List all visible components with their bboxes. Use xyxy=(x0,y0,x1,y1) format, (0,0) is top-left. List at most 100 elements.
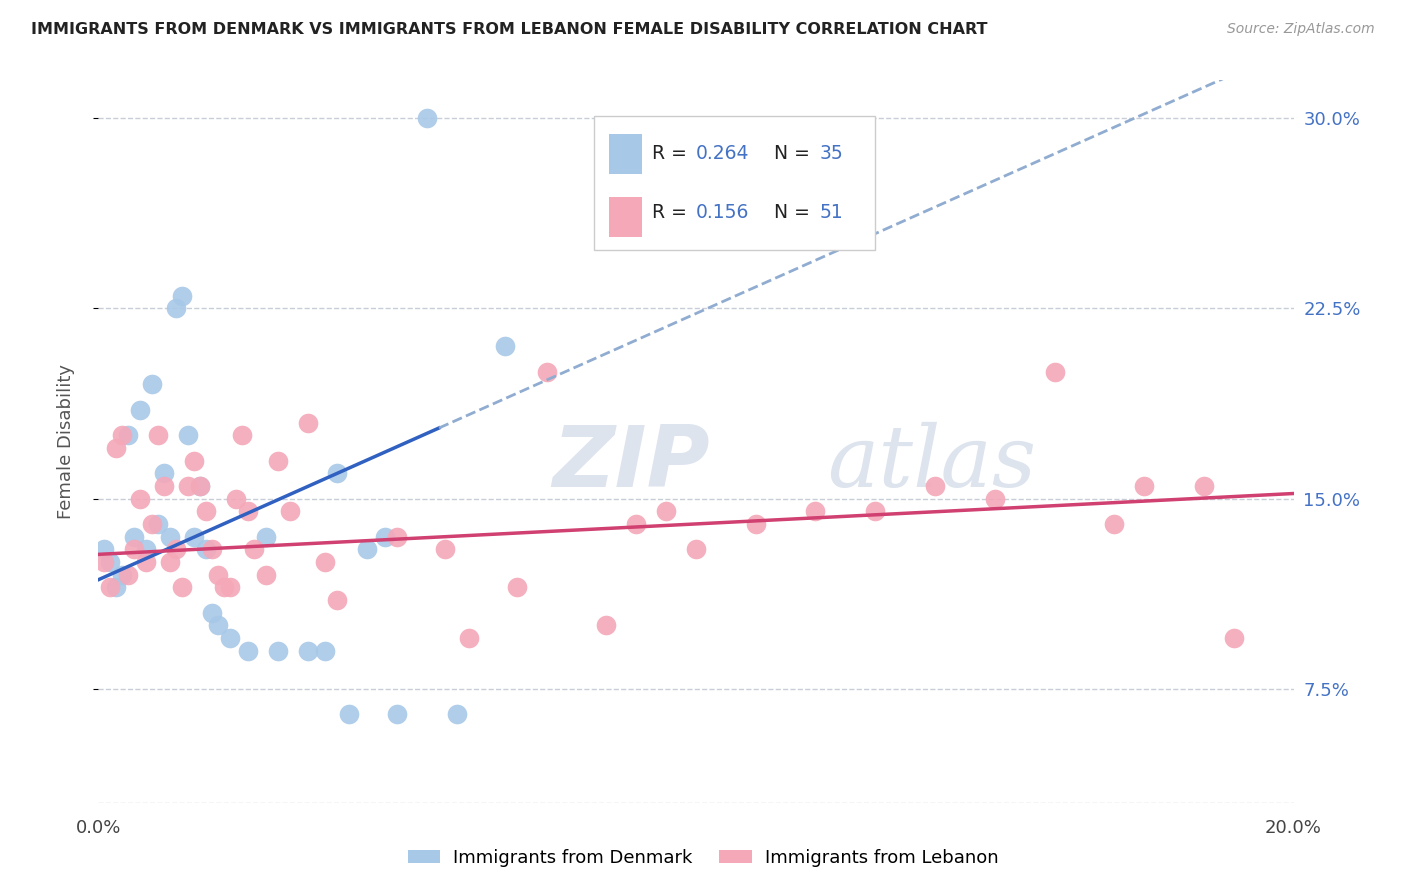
Point xyxy=(98,580,122,594)
Point xyxy=(385,530,409,544)
Text: atlas: atlas xyxy=(827,422,1036,505)
Text: Source: ZipAtlas.com: Source: ZipAtlas.com xyxy=(1227,22,1375,37)
Point xyxy=(254,567,277,582)
Point xyxy=(267,453,290,467)
Point xyxy=(148,516,170,531)
Point xyxy=(984,491,1007,506)
Point xyxy=(159,555,181,569)
Point xyxy=(188,479,211,493)
Text: N =: N = xyxy=(762,203,815,222)
Point xyxy=(278,504,301,518)
Point xyxy=(924,479,946,493)
Point xyxy=(135,555,157,569)
Point xyxy=(105,580,128,594)
Point xyxy=(494,339,516,353)
Point xyxy=(117,567,139,582)
Bar xyxy=(609,134,643,174)
FancyBboxPatch shape xyxy=(595,117,875,250)
Point xyxy=(183,530,205,544)
Bar xyxy=(609,197,643,236)
Point xyxy=(117,428,139,442)
Point xyxy=(506,580,529,594)
Point xyxy=(297,643,319,657)
Point xyxy=(165,301,187,316)
Point xyxy=(141,516,163,531)
Point xyxy=(159,530,181,544)
Point xyxy=(416,112,439,126)
Point xyxy=(1192,479,1215,493)
Point xyxy=(236,504,259,518)
Point xyxy=(129,402,152,417)
Point xyxy=(385,707,409,722)
Point xyxy=(446,707,468,722)
Point xyxy=(219,631,242,645)
Text: 35: 35 xyxy=(820,145,842,163)
Point xyxy=(326,593,349,607)
Point xyxy=(231,428,253,442)
Point xyxy=(655,504,678,518)
Text: R =: R = xyxy=(652,145,693,163)
Point xyxy=(685,124,707,138)
Point xyxy=(129,491,152,506)
Point xyxy=(219,580,242,594)
Point xyxy=(183,453,205,467)
Point xyxy=(339,707,361,722)
Point xyxy=(315,555,337,569)
Point xyxy=(153,467,176,481)
Point xyxy=(356,542,378,557)
Point xyxy=(626,516,648,531)
Text: 0.156: 0.156 xyxy=(696,203,749,222)
Point xyxy=(536,365,558,379)
Point xyxy=(177,479,200,493)
Point xyxy=(685,542,707,557)
Text: 0.264: 0.264 xyxy=(696,145,749,163)
Point xyxy=(254,530,277,544)
Point xyxy=(111,428,134,442)
Point xyxy=(124,530,146,544)
Point xyxy=(124,542,146,557)
Point xyxy=(267,643,290,657)
Point xyxy=(93,542,115,557)
Point xyxy=(374,530,396,544)
Point xyxy=(212,580,235,594)
Point xyxy=(236,643,259,657)
Point xyxy=(595,618,617,632)
Point xyxy=(105,441,128,455)
Point xyxy=(207,567,229,582)
Point xyxy=(865,504,887,518)
Point xyxy=(141,377,163,392)
Point xyxy=(1104,516,1126,531)
Point xyxy=(188,479,211,493)
Point xyxy=(201,606,224,620)
Point xyxy=(201,542,224,557)
Point xyxy=(434,542,457,557)
Point xyxy=(225,491,247,506)
Point xyxy=(297,416,319,430)
Y-axis label: Female Disability: Female Disability xyxy=(56,364,75,519)
Legend: Immigrants from Denmark, Immigrants from Lebanon: Immigrants from Denmark, Immigrants from… xyxy=(401,842,1005,874)
Text: N =: N = xyxy=(762,145,815,163)
Text: ZIP: ZIP xyxy=(553,422,710,505)
Point xyxy=(135,542,157,557)
Text: IMMIGRANTS FROM DENMARK VS IMMIGRANTS FROM LEBANON FEMALE DISABILITY CORRELATION: IMMIGRANTS FROM DENMARK VS IMMIGRANTS FR… xyxy=(31,22,987,37)
Point xyxy=(111,567,134,582)
Point xyxy=(195,542,218,557)
Point xyxy=(207,618,229,632)
Point xyxy=(177,428,200,442)
Point xyxy=(148,428,170,442)
Point xyxy=(172,289,194,303)
Point xyxy=(1133,479,1156,493)
Point xyxy=(315,643,337,657)
Point xyxy=(458,631,481,645)
Point xyxy=(93,555,115,569)
Point xyxy=(326,467,349,481)
Point xyxy=(153,479,176,493)
Point xyxy=(243,542,266,557)
Point xyxy=(1223,631,1246,645)
Point xyxy=(165,542,187,557)
Text: R =: R = xyxy=(652,203,693,222)
Text: 51: 51 xyxy=(820,203,842,222)
Point xyxy=(172,580,194,594)
Point xyxy=(98,555,122,569)
Point xyxy=(195,504,218,518)
